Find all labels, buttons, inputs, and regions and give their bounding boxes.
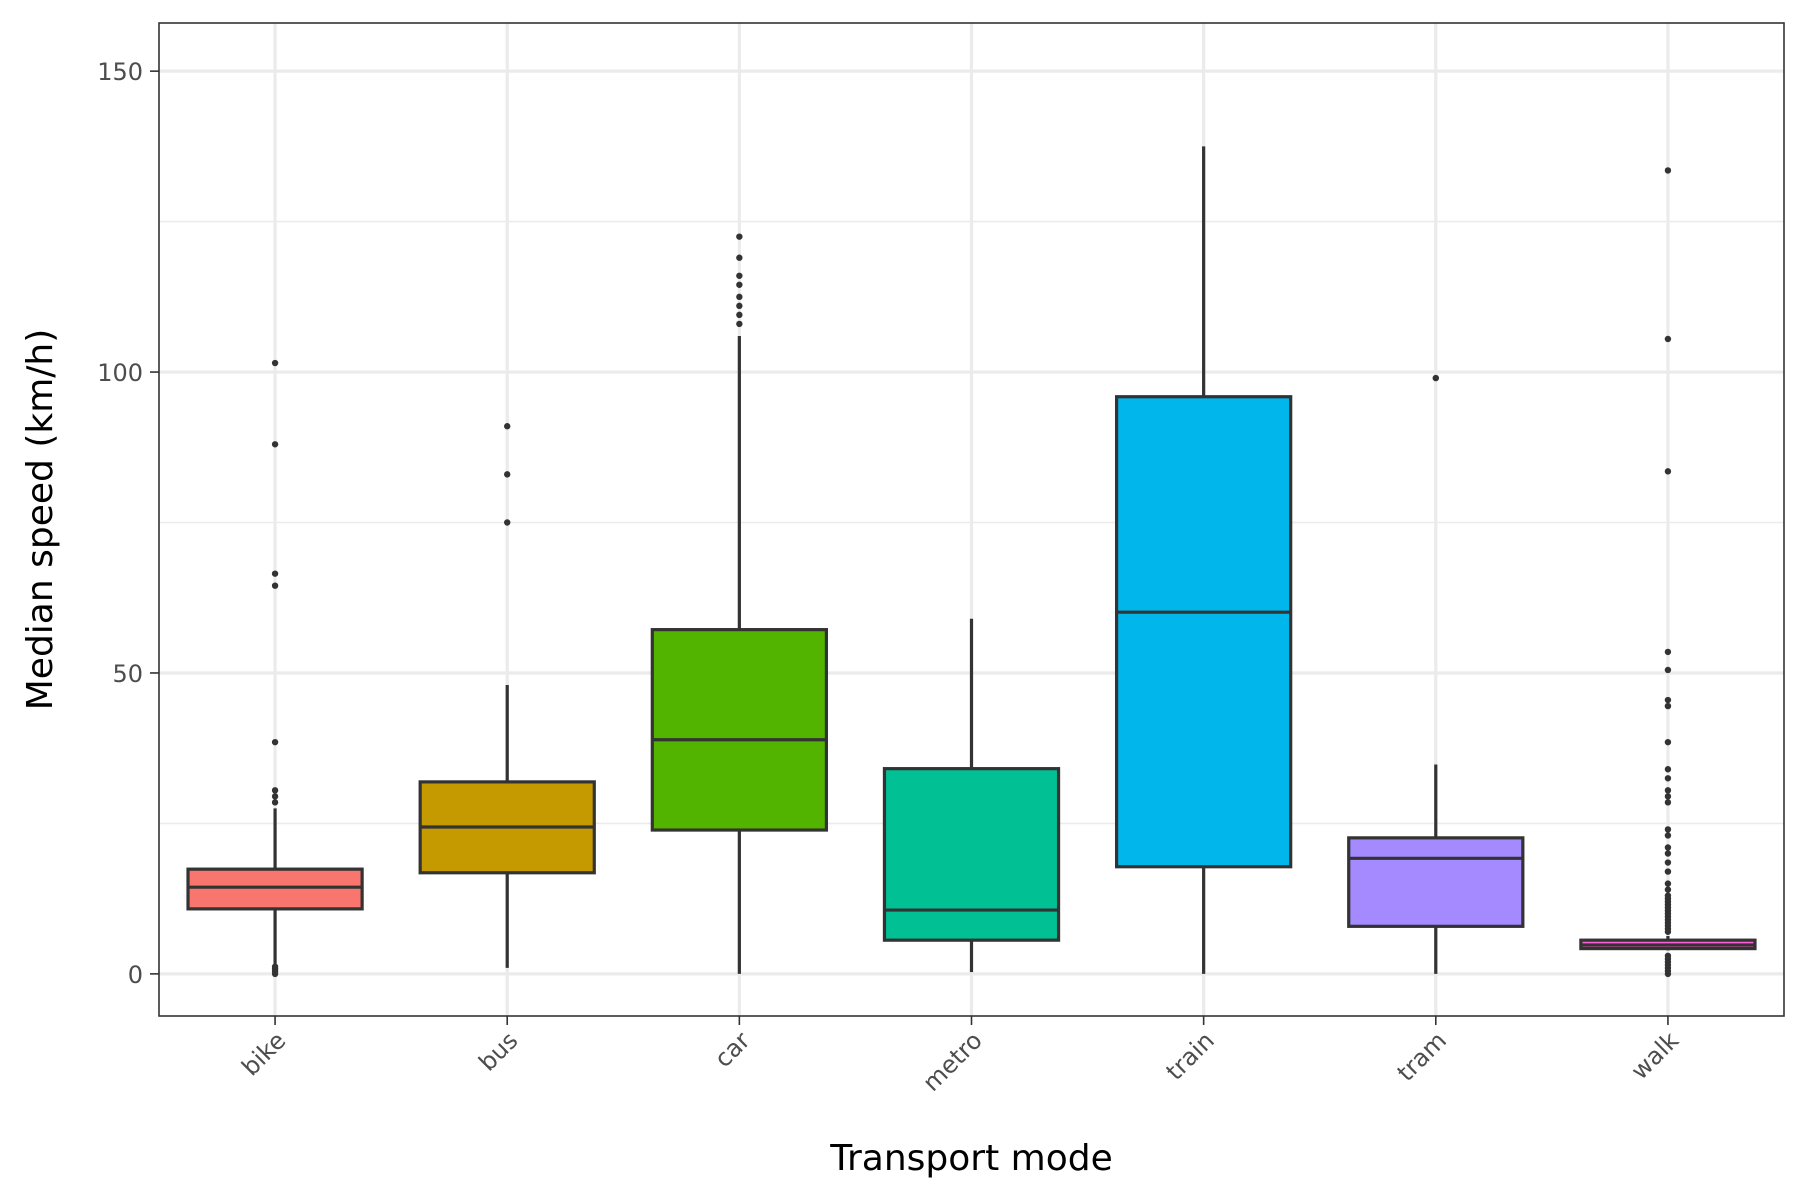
box-walk: [1579, 167, 1757, 978]
outlier-point: [1664, 696, 1672, 704]
outlier-point: [1664, 832, 1672, 839]
y-tick-label: 50: [112, 660, 143, 688]
outlier-point: [271, 359, 279, 367]
outlier-point: [1664, 766, 1672, 773]
outlier-point: [1664, 787, 1672, 794]
y-tick-label: 150: [97, 58, 143, 86]
outlier-point: [1664, 335, 1672, 343]
outlier-point: [736, 302, 743, 310]
x-tick-label: walk: [1626, 1026, 1685, 1085]
x-tick-label: bus: [473, 1026, 523, 1076]
box-iqr: [1347, 836, 1525, 928]
boxes: [186, 146, 1757, 978]
outlier-point: [271, 793, 279, 800]
outlier-point: [736, 311, 743, 319]
outlier-point: [736, 254, 743, 261]
outlier-point: [1664, 850, 1672, 857]
outlier-point: [1664, 859, 1672, 866]
x-axis-title: Transport mode: [829, 1138, 1112, 1179]
outlier-point: [736, 293, 743, 301]
box-metro: [882, 618, 1061, 973]
outlier-point: [271, 787, 279, 794]
outlier-point: [1664, 775, 1672, 782]
outlier-point: [271, 738, 279, 746]
box-iqr: [650, 628, 829, 832]
y-tick-label: 100: [97, 359, 143, 387]
outlier-point: [271, 570, 279, 577]
outlier-point: [1664, 892, 1672, 899]
outlier-point: [271, 582, 279, 589]
outlier-point: [736, 281, 743, 288]
outlier-point: [736, 233, 743, 240]
outlier-point: [1664, 868, 1672, 875]
y-tick-label: 0: [128, 961, 143, 989]
outlier-point: [1664, 648, 1672, 656]
outlier-point: [1664, 702, 1672, 710]
outlier-point: [1664, 952, 1672, 960]
box-train: [1114, 146, 1293, 974]
x-tick-label: car: [709, 1026, 756, 1073]
outlier-point: [504, 519, 511, 526]
outlier-point: [1664, 844, 1672, 851]
outlier-point: [1664, 738, 1672, 746]
x-tick-label: train: [1161, 1026, 1220, 1085]
x-tick-label: tram: [1392, 1026, 1452, 1086]
outlier-point: [1664, 793, 1672, 800]
outlier-point: [271, 963, 279, 970]
outlier-point: [1664, 468, 1672, 475]
outlier-point: [1664, 880, 1672, 887]
outlier-point: [1664, 886, 1672, 893]
outlier-point: [1664, 799, 1672, 806]
outlier-point: [736, 320, 743, 328]
box-bus: [418, 423, 596, 968]
box-tram: [1347, 374, 1525, 974]
outlier-point: [271, 441, 279, 448]
outlier-point: [271, 799, 279, 806]
box-bike: [186, 359, 364, 978]
x-tick-label: bike: [236, 1026, 291, 1081]
box-iqr: [1114, 395, 1293, 869]
outlier-point: [736, 272, 743, 279]
y-axis: 0 50 100 150: [97, 58, 159, 989]
box-car: [650, 233, 829, 974]
x-tick-label: metro: [917, 1026, 987, 1096]
x-axis: bike bus car metro train tram walk: [236, 1016, 1684, 1097]
outlier-point: [1664, 167, 1672, 174]
y-axis-title: Median speed (km/h): [20, 329, 61, 711]
outlier-point: [504, 423, 511, 430]
box-iqr: [186, 867, 364, 911]
outlier-point: [504, 471, 511, 478]
outlier-point: [1664, 826, 1672, 833]
outlier-point: [1432, 374, 1439, 382]
outlier-point: [1664, 666, 1672, 674]
box-iqr: [882, 767, 1061, 942]
